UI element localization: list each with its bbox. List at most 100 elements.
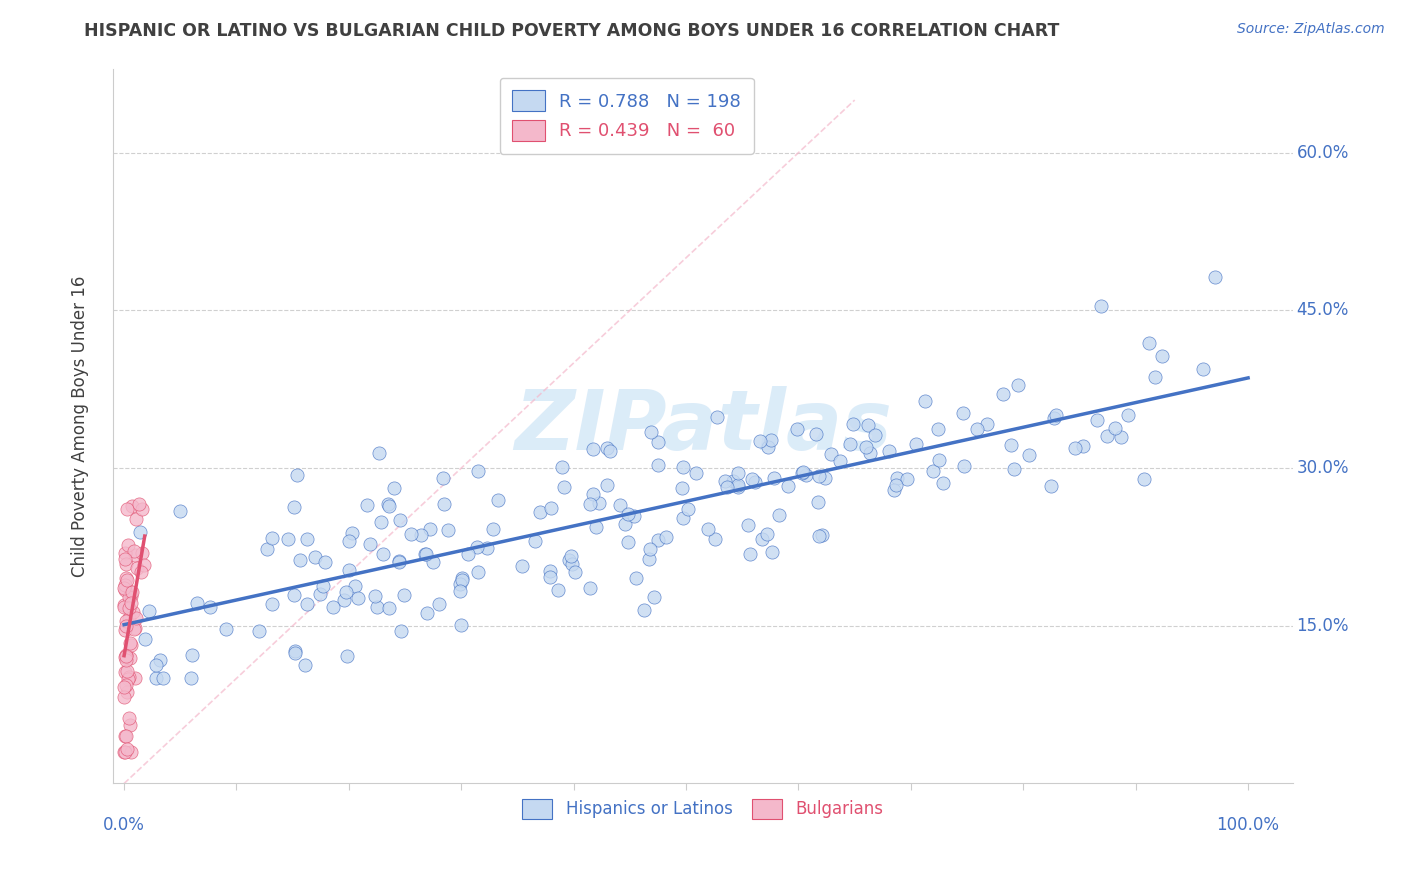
Point bbox=[633, 602, 655, 616]
Point bbox=[547, 583, 569, 598]
Point bbox=[114, 582, 136, 597]
Point bbox=[120, 745, 142, 759]
Point bbox=[579, 581, 602, 595]
Point bbox=[839, 436, 862, 450]
Point bbox=[842, 417, 865, 431]
Point bbox=[295, 597, 318, 611]
Point bbox=[751, 532, 773, 546]
Point bbox=[129, 565, 152, 579]
Point bbox=[966, 422, 988, 436]
Point bbox=[377, 497, 399, 511]
Point bbox=[120, 589, 142, 603]
Point bbox=[884, 478, 907, 492]
Point bbox=[145, 658, 167, 673]
Point bbox=[714, 474, 737, 488]
Point bbox=[247, 624, 270, 638]
Point bbox=[776, 479, 799, 493]
Point bbox=[449, 584, 471, 599]
Point bbox=[457, 547, 479, 561]
Point bbox=[617, 535, 640, 549]
Point bbox=[198, 600, 221, 615]
Point bbox=[538, 570, 561, 584]
Point bbox=[655, 530, 678, 544]
Point bbox=[727, 466, 749, 480]
Point bbox=[1007, 377, 1029, 392]
Point bbox=[855, 440, 877, 454]
Point bbox=[115, 678, 138, 692]
Point bbox=[1095, 428, 1118, 442]
Point bbox=[180, 648, 202, 663]
Point bbox=[322, 600, 344, 615]
Point bbox=[741, 472, 763, 486]
Point bbox=[309, 587, 332, 601]
Text: 15.0%: 15.0% bbox=[1296, 616, 1350, 635]
Point bbox=[120, 638, 142, 652]
Text: 60.0%: 60.0% bbox=[1296, 144, 1348, 161]
Point bbox=[152, 671, 174, 685]
Point bbox=[132, 558, 155, 572]
Point bbox=[118, 711, 141, 725]
Point bbox=[538, 564, 561, 578]
Point bbox=[856, 417, 879, 432]
Point bbox=[180, 671, 202, 685]
Point bbox=[112, 745, 135, 759]
Point bbox=[277, 533, 299, 547]
Point bbox=[529, 505, 551, 519]
Point bbox=[340, 526, 363, 541]
Point bbox=[343, 579, 366, 593]
Point bbox=[312, 579, 335, 593]
Point bbox=[114, 649, 136, 664]
Point bbox=[288, 553, 311, 567]
Point bbox=[617, 508, 640, 522]
Point bbox=[118, 590, 141, 604]
Point bbox=[676, 502, 699, 516]
Point bbox=[118, 611, 141, 625]
Point bbox=[114, 578, 136, 592]
Point bbox=[427, 597, 450, 611]
Point bbox=[582, 487, 605, 501]
Point bbox=[115, 573, 138, 587]
Point bbox=[449, 576, 471, 591]
Point bbox=[118, 670, 141, 684]
Point bbox=[115, 664, 138, 678]
Point bbox=[738, 547, 761, 561]
Point bbox=[145, 671, 167, 685]
Point bbox=[388, 513, 411, 527]
Text: HISPANIC OR LATINO VS BULGARIAN CHILD POVERTY AMONG BOYS UNDER 16 CORRELATION CH: HISPANIC OR LATINO VS BULGARIAN CHILD PO… bbox=[84, 22, 1060, 40]
Point bbox=[1204, 269, 1226, 284]
Point bbox=[928, 453, 950, 467]
Point bbox=[952, 406, 974, 420]
Point bbox=[991, 387, 1014, 401]
Point bbox=[792, 465, 814, 479]
Point bbox=[624, 571, 647, 585]
Point bbox=[138, 604, 160, 618]
Point bbox=[814, 471, 837, 485]
Point bbox=[540, 501, 562, 516]
Point bbox=[807, 528, 830, 542]
Point bbox=[721, 475, 744, 489]
Point bbox=[186, 596, 208, 610]
Point bbox=[131, 546, 153, 560]
Point bbox=[467, 565, 489, 579]
Point bbox=[703, 532, 725, 546]
Point bbox=[114, 557, 136, 571]
Point bbox=[114, 546, 136, 560]
Point bbox=[794, 468, 817, 483]
Point bbox=[561, 557, 583, 571]
Point bbox=[388, 555, 411, 569]
Point bbox=[697, 522, 720, 536]
Point bbox=[640, 425, 662, 440]
Point bbox=[706, 410, 728, 425]
Point bbox=[510, 559, 533, 574]
Point bbox=[115, 685, 138, 699]
Point bbox=[214, 622, 236, 636]
Point bbox=[125, 560, 148, 574]
Point bbox=[413, 548, 436, 562]
Text: 100.0%: 100.0% bbox=[1216, 815, 1279, 834]
Point bbox=[859, 446, 882, 460]
Legend: Hispanics or Latinos, Bulgarians: Hispanics or Latinos, Bulgarians bbox=[516, 793, 890, 825]
Point bbox=[284, 643, 307, 657]
Point bbox=[120, 585, 142, 599]
Point bbox=[112, 680, 135, 694]
Point bbox=[647, 533, 669, 547]
